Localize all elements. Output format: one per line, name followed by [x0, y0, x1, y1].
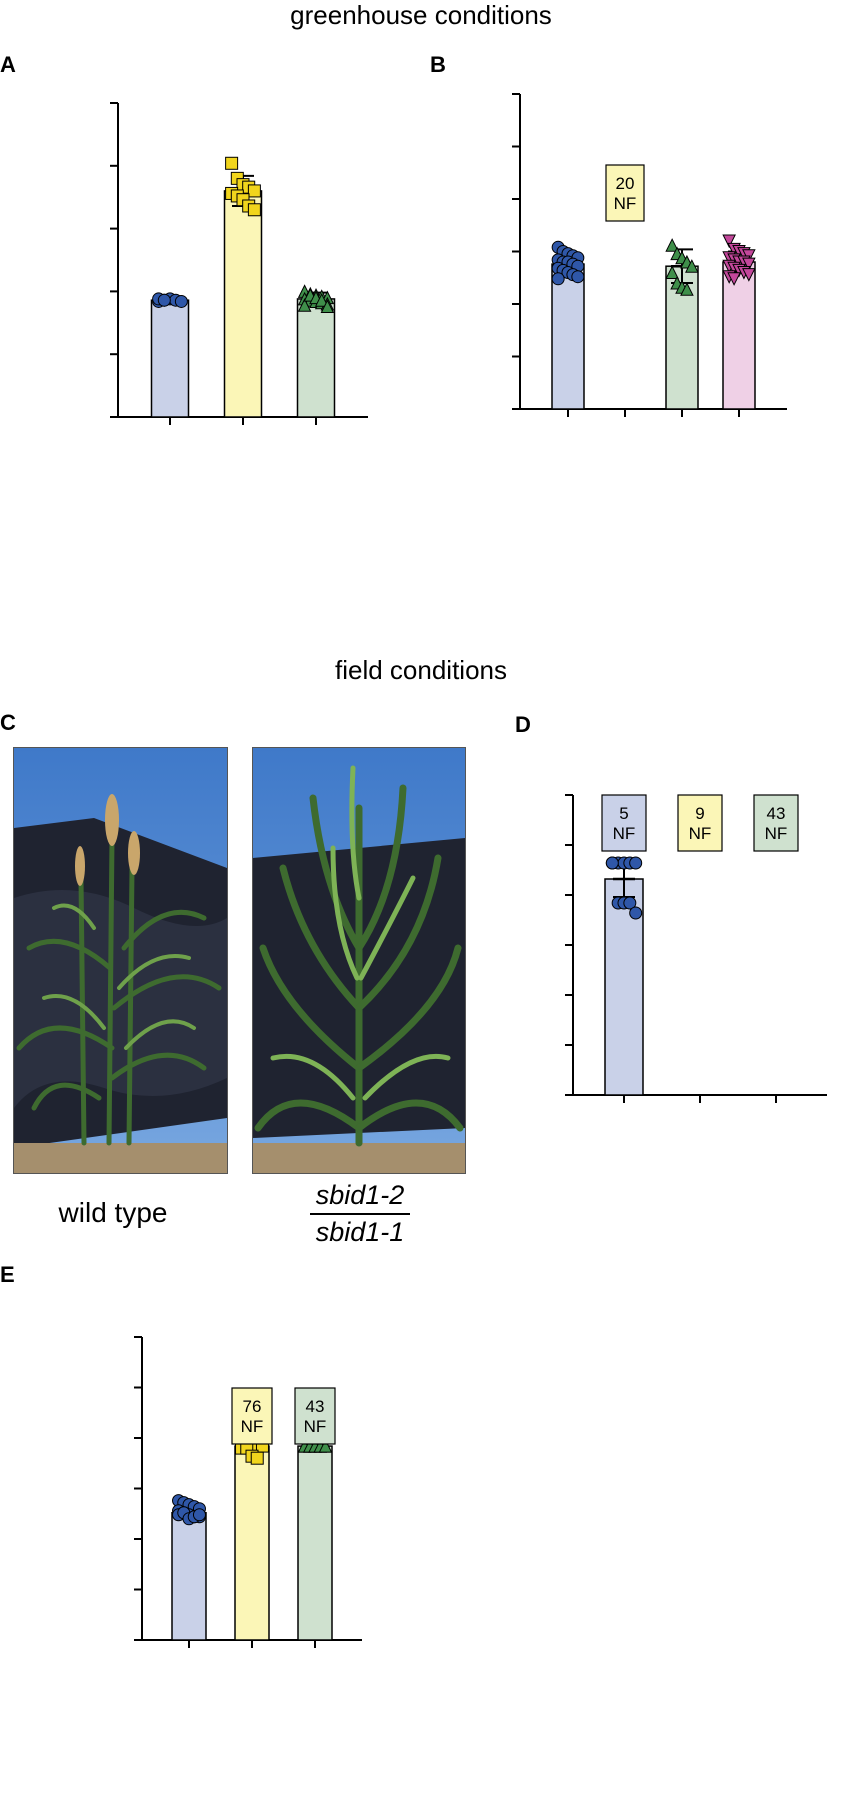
data-point	[665, 238, 679, 252]
sbid1-mutant-plant-photo	[252, 747, 466, 1174]
nf-label-line: NF	[765, 824, 788, 843]
nf-label-line: 5	[619, 804, 628, 823]
panel-letter-d: D	[515, 712, 531, 737]
data-point	[742, 257, 756, 272]
genotype-numerator: sbid1-2	[309, 1180, 411, 1215]
nf-label: 20 NF	[614, 174, 637, 213]
bar	[297, 1445, 333, 1641]
bar	[171, 1511, 207, 1641]
bar	[150, 299, 190, 418]
nf-box	[601, 794, 647, 852]
nf-box	[231, 1387, 273, 1445]
nf-box	[753, 794, 799, 852]
nf-label-line: NF	[304, 1417, 327, 1436]
data-point	[680, 282, 694, 296]
wild-type-plant-photo	[13, 747, 228, 1174]
data-point	[320, 299, 335, 313]
data-point	[318, 1438, 333, 1453]
panel-letter-c: C	[0, 710, 16, 735]
nf-label-line: 76	[243, 1397, 262, 1416]
nf-label: 43 NF	[765, 804, 788, 843]
nf-box	[294, 1387, 336, 1445]
nf-box	[677, 794, 723, 852]
nf-label-line: 9	[695, 804, 704, 823]
panel-letter-b: B	[430, 52, 446, 77]
genotype-denominator: sbid1-1	[315, 1217, 405, 1247]
nf-label-line: NF	[241, 1417, 264, 1436]
data-point	[629, 856, 643, 870]
nf-box	[605, 164, 645, 222]
data-point	[665, 265, 679, 279]
data-point	[192, 1508, 206, 1522]
nf-label-line: NF	[689, 824, 712, 843]
nf-label-line: NF	[613, 824, 636, 843]
bar	[296, 298, 336, 418]
nf-label-line: 20	[616, 174, 635, 193]
chart-panel-a	[110, 102, 368, 425]
data-point	[722, 234, 736, 249]
data-point	[250, 1451, 264, 1465]
data-point	[157, 293, 171, 307]
bar	[234, 1445, 270, 1641]
nf-label-line: 43	[306, 1397, 325, 1416]
data-point	[742, 268, 756, 282]
bar	[551, 263, 585, 410]
nf-label: 9 NF	[689, 804, 712, 843]
nf-label-line: 43	[767, 804, 786, 823]
nf-label: 5 NF	[613, 804, 636, 843]
photo-caption-wild-type: wild type	[58, 1197, 168, 1228]
data-point	[247, 203, 261, 217]
nf-label: 76 NF	[241, 1397, 264, 1436]
greenhouse-section-title: greenhouse conditions	[290, 0, 552, 30]
panel-letter-a: A	[0, 52, 16, 77]
data-point	[571, 270, 585, 284]
data-point	[297, 298, 312, 312]
nf-label: 43 NF	[304, 1397, 327, 1436]
bar	[722, 261, 756, 410]
nf-label-line: NF	[614, 194, 637, 213]
panel-letter-e: E	[0, 1262, 15, 1287]
photo-caption-genotype: sbid1-2 sbid1-1	[270, 1180, 450, 1248]
field-section-title: field conditions	[335, 655, 507, 685]
data-point	[225, 156, 239, 170]
data-point	[727, 272, 741, 286]
data-point	[685, 259, 699, 273]
data-point	[247, 184, 261, 198]
data-point	[629, 906, 643, 920]
chart-panel-b: 20 NF	[512, 93, 787, 417]
data-point	[605, 856, 619, 870]
data-point	[551, 272, 565, 286]
data-point	[623, 896, 637, 910]
data-point	[314, 293, 329, 307]
bar	[223, 190, 263, 418]
data-point	[174, 294, 188, 308]
